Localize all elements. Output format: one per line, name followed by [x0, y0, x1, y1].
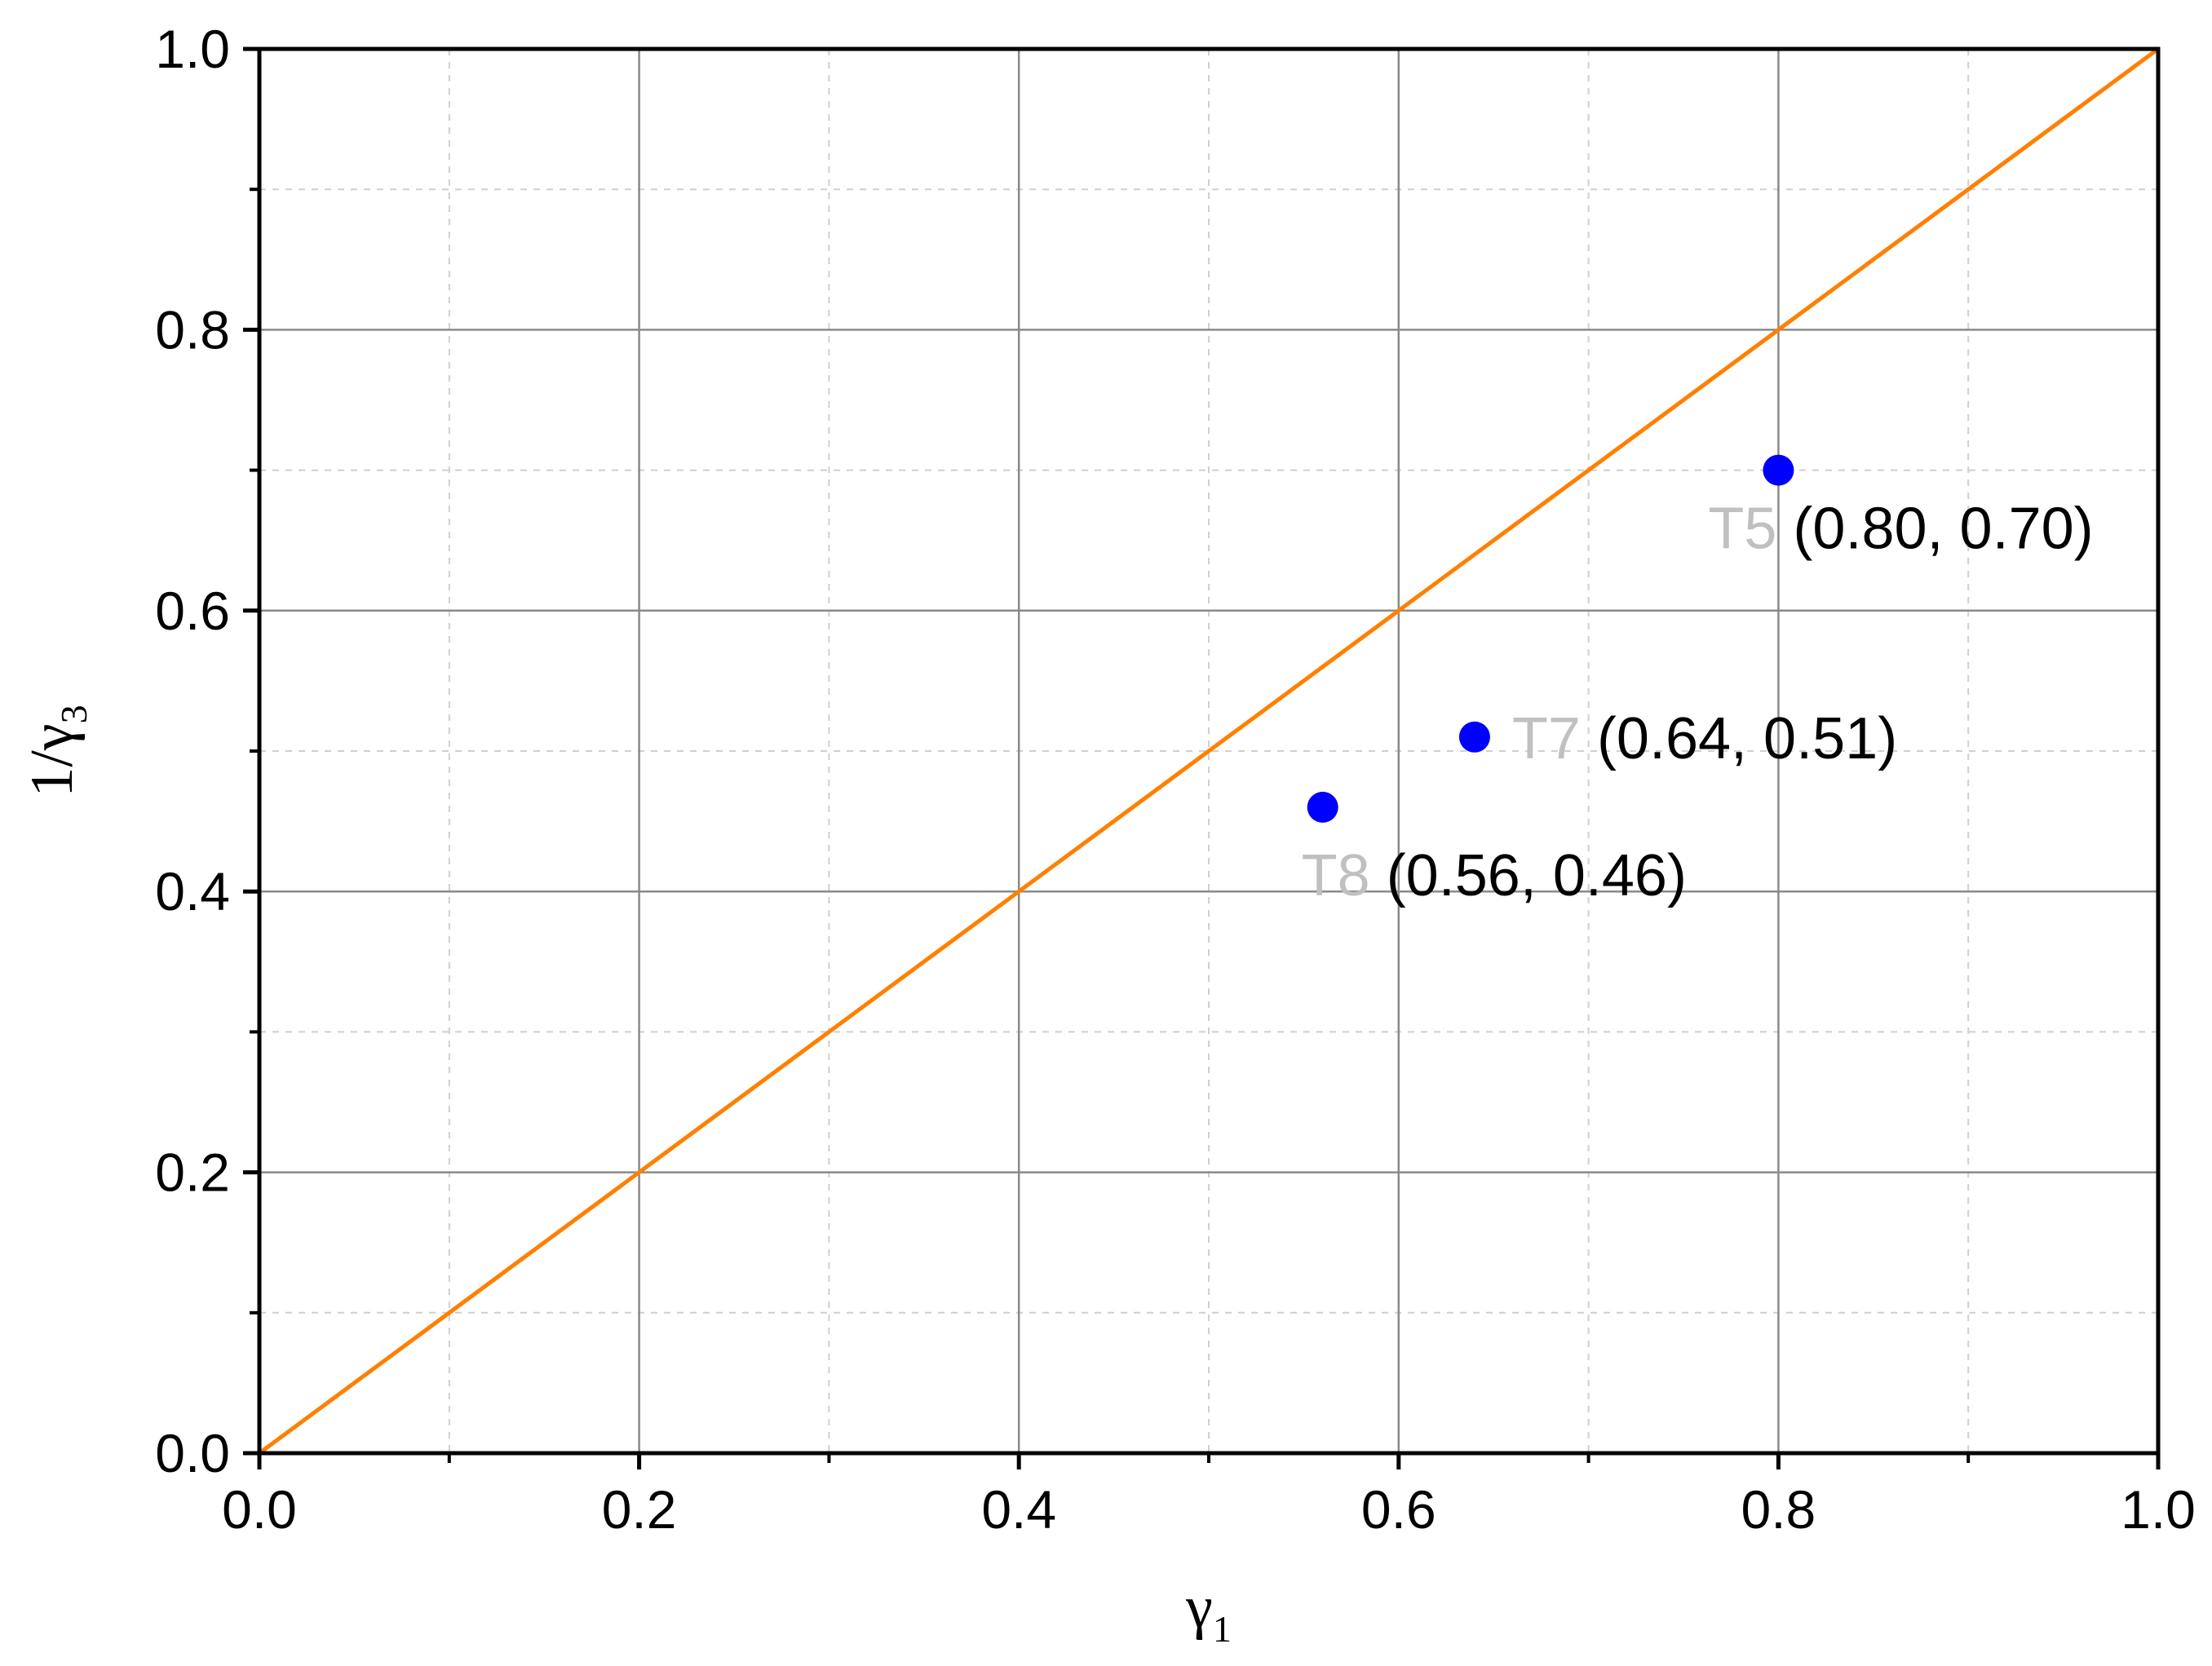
- point-coord: (0.80, 0.70): [1776, 497, 2093, 562]
- y-axis-label-prefix: 1/: [19, 750, 86, 798]
- point-labels: T5 (0.80, 0.70) T7 (0.64, 0.51) T8 (0.56, …: [1302, 497, 2094, 908]
- x-axis-label-sub: 1: [1213, 1608, 1232, 1650]
- y-tick-label: 0.6: [155, 581, 230, 641]
- y-tick-label: 0.0: [155, 1423, 230, 1483]
- point-label-t8: T8 (0.56, 0.46): [1302, 843, 1687, 908]
- point-coord: (0.64, 0.51): [1581, 706, 1897, 771]
- plot-frame: [257, 46, 2161, 1456]
- point-tag: T5: [1708, 497, 1776, 562]
- data-point-t5: [1763, 454, 1794, 486]
- reference-line: [258, 46, 2160, 1456]
- x-tick-label: 0.8: [1741, 1479, 1816, 1540]
- x-tick-label: 0.6: [1361, 1479, 1436, 1540]
- point-tag: T7: [1512, 706, 1581, 771]
- grid: [259, 49, 2158, 1453]
- data-points: [1307, 454, 1794, 823]
- axis-ticks: [243, 46, 2161, 1469]
- x-tick-label: 0.0: [222, 1479, 297, 1540]
- y-tick-label: 0.4: [155, 861, 230, 921]
- y-axis-label-sub: 3: [53, 705, 95, 723]
- x-tick-label: 0.2: [602, 1479, 677, 1540]
- x-tick-labels: 0.0 0.2 0.4 0.6 0.8 1.0: [222, 1479, 2196, 1540]
- y-axis-label-base: γ: [19, 723, 86, 751]
- x-axis-label: γ1: [1185, 1574, 1232, 1650]
- y-tick-label: 0.8: [155, 299, 230, 360]
- data-point-t8: [1307, 791, 1338, 823]
- y-tick-labels: 0.0 0.2 0.4 0.6 0.8 1.0: [155, 19, 230, 1483]
- point-tag: T8: [1302, 843, 1370, 908]
- y-tick-label: 0.2: [155, 1142, 230, 1203]
- x-axis-label-base: γ: [1185, 1574, 1213, 1641]
- x-tick-label: 0.4: [981, 1479, 1056, 1540]
- point-coord: (0.56, 0.46): [1370, 843, 1687, 908]
- x-tick-label: 1.0: [2121, 1479, 2196, 1540]
- data-point-t7: [1458, 721, 1490, 753]
- point-label-t5: T5 (0.80, 0.70): [1708, 497, 2093, 562]
- point-label-t7: T7 (0.64, 0.51): [1512, 706, 1897, 771]
- y-tick-label: 1.0: [155, 19, 230, 79]
- y-axis-label: 1/γ3: [19, 705, 95, 797]
